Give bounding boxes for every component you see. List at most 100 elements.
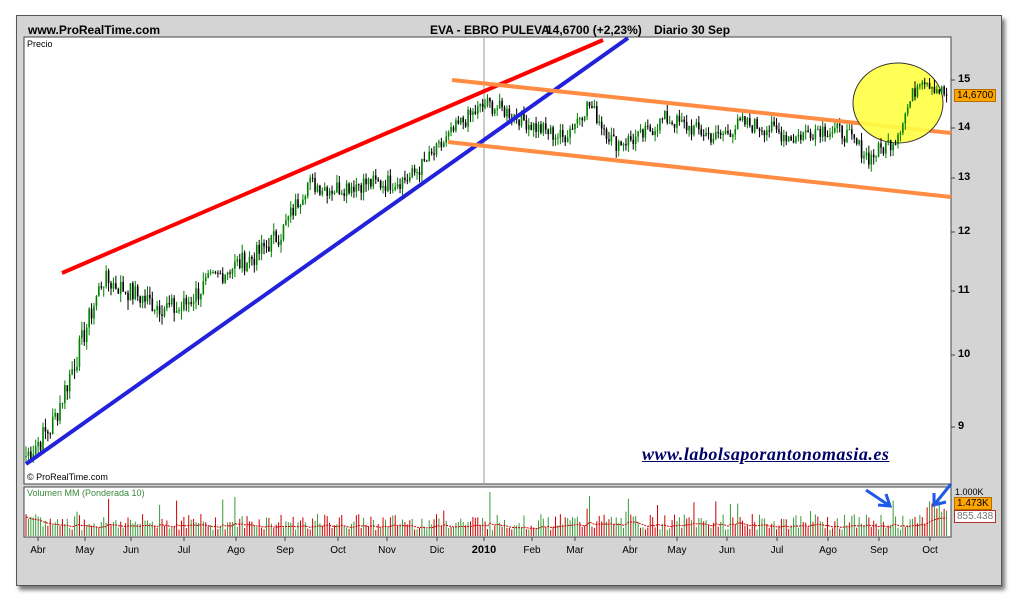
volume-panel-label: Volumen MM (Ponderada 10)	[27, 488, 145, 498]
y-tick-label: 15	[958, 73, 971, 85]
candle-body	[863, 155, 865, 159]
candle-body	[83, 330, 86, 343]
y-tick-label: 12	[958, 225, 971, 237]
candle-body	[289, 207, 292, 217]
x-axis-ticks: Abr May Jun Jul Ago Sep Oct Nov Dic 2010 Feb Mar Abr…	[30, 537, 938, 556]
candle-body	[54, 412, 56, 417]
candle-body	[158, 305, 161, 315]
candle-body	[535, 123, 537, 132]
candle-body	[387, 175, 389, 192]
candle-body	[817, 129, 819, 131]
candle-body	[238, 259, 241, 268]
candle-body	[464, 122, 467, 127]
candle-body	[241, 252, 243, 268]
candle-body	[843, 138, 846, 142]
site-label: www.ProRealTime.com	[28, 23, 161, 37]
candle-body	[506, 108, 508, 117]
candle-body	[187, 302, 190, 305]
candle-body	[736, 118, 739, 130]
candle-body	[258, 244, 260, 254]
volume-ma-line	[25, 516, 947, 530]
candle-body	[705, 132, 707, 136]
last-price-badge: 14,6700	[954, 89, 997, 102]
candle-body	[51, 416, 54, 434]
candle-body	[272, 231, 275, 236]
candle-body	[265, 246, 268, 248]
candle-body	[428, 151, 431, 162]
candle-body	[943, 86, 945, 95]
candle-body	[880, 143, 882, 148]
candle-body	[940, 86, 943, 94]
candle-body	[659, 118, 661, 131]
candle-body	[200, 293, 202, 300]
candle-body	[389, 175, 392, 190]
period-label: Diario 30 Sep	[654, 23, 731, 37]
candle-body	[804, 130, 807, 133]
candle-body	[603, 128, 605, 130]
candle-body	[377, 179, 379, 181]
x-tick-label: Jul	[178, 545, 191, 556]
candle-body	[596, 105, 598, 123]
x-tick-label: Sep	[870, 545, 888, 556]
candle-body	[681, 119, 683, 122]
candle-body	[66, 385, 69, 392]
candle-body	[321, 190, 324, 195]
candle-body	[433, 153, 435, 155]
candle-body	[270, 235, 273, 252]
candle-body	[579, 118, 581, 120]
candle-body	[523, 111, 525, 121]
candle-body	[452, 127, 455, 131]
candle-body	[503, 107, 506, 117]
candle-body	[877, 143, 880, 157]
candle-body	[146, 294, 149, 302]
candle-body	[204, 277, 207, 282]
candle-body	[459, 117, 462, 124]
candle-body	[566, 137, 569, 143]
x-tick-label: Feb	[523, 545, 541, 556]
candle-body	[552, 127, 554, 140]
candle-body	[846, 129, 848, 142]
candle-body	[654, 131, 656, 136]
candle-body	[360, 185, 362, 193]
candle-body	[178, 310, 180, 312]
candle-body	[746, 118, 749, 125]
candle-body	[379, 180, 382, 188]
candle-body	[127, 293, 129, 301]
candle-body	[783, 135, 785, 142]
candle-body	[860, 140, 863, 159]
candle-body	[348, 183, 350, 194]
candle-body	[445, 136, 448, 143]
candle-body	[404, 177, 406, 181]
x-tick-label: 2010	[472, 544, 496, 556]
candle-body	[457, 120, 460, 124]
blue-trendline	[24, 36, 630, 466]
candle-body	[498, 100, 501, 109]
candle-body	[481, 103, 484, 107]
candle-body	[440, 141, 443, 148]
candle-body	[729, 133, 732, 138]
candle-body	[299, 205, 302, 208]
candle-body	[292, 207, 294, 216]
candle-body	[724, 130, 727, 134]
candle-body	[707, 132, 710, 134]
candle-body	[197, 288, 200, 300]
candle-body	[170, 298, 173, 305]
candle-body	[469, 109, 472, 115]
candle-body	[355, 184, 358, 192]
watermark-link[interactable]: www.labolsaporantonomasia.es	[642, 444, 890, 464]
candle-body	[151, 298, 154, 312]
candle-body	[374, 175, 377, 180]
x-tick-label: May	[76, 545, 95, 556]
candle-body	[105, 270, 107, 287]
candle-body	[467, 109, 469, 127]
candle-body	[902, 123, 904, 134]
red-trendline	[61, 38, 604, 275]
candle-body	[688, 125, 690, 131]
candle-body	[425, 160, 428, 162]
candle-body	[642, 129, 644, 138]
candle-body	[647, 125, 649, 127]
candle-body	[897, 134, 899, 145]
candle-body	[251, 256, 253, 259]
candle-body	[906, 107, 909, 114]
candle-body	[554, 137, 557, 140]
